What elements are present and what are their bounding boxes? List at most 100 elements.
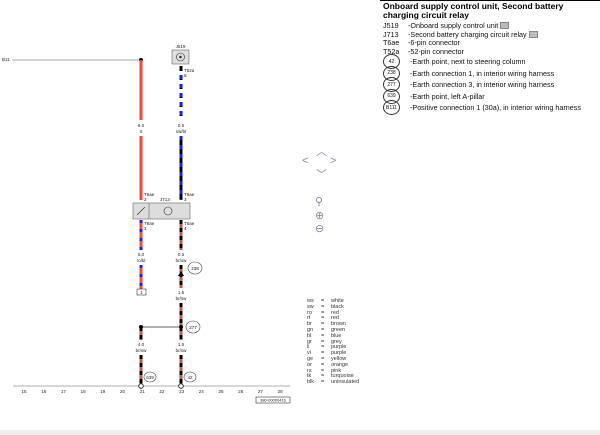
bottom-bar [0,430,600,435]
j713-box [132,202,191,220]
svg-text:0.5: 0.5 [178,123,185,128]
ruler-number: 28 [278,389,284,394]
legend-text: -52-pin connector [408,46,464,56]
current-track-ruler: 15 16 17 18 19 20 21 22 23 24 25 26 27 28 [21,389,283,394]
legend-code: J713 [383,29,399,39]
legend-item: J713 -Second battery charging circuit rel… [383,30,538,39]
j519-label: J519 [176,44,186,49]
pan-down-button[interactable]: ﹀ [316,169,327,181]
legend-text: -6-pin connector [408,38,460,47]
svg-text:1.5: 1.5 [178,290,185,295]
svg-text:br/sw: br/sw [136,348,148,353]
svg-text:ro/bl: ro/bl [137,258,146,263]
j713-label: J713 [160,197,170,202]
legend-title: Onboard supply control unit, Second batt… [383,1,564,20]
t52a-pin: 8 [184,73,187,78]
colour-code-row: li = purple [307,344,347,351]
ruler-number: 21 [140,389,146,394]
legend-code: J519 [383,21,399,30]
svg-text:639: 639 [146,375,154,380]
colour-code-row: tk = turquoise [307,373,354,380]
relay-switch-symbol [136,206,146,216]
arrow-up-icon [178,271,184,276]
left-stub-label: B11 [2,57,10,62]
svg-text:T6ae: T6ae [144,221,155,226]
colour-code-row: rs = pink [307,367,342,374]
colour-code-row: gn = green [307,327,346,333]
legend-text: -Earth point, left A-pillar [410,91,485,101]
ruler-number: 22 [159,389,165,394]
legend-item: T6ae -6-pin connector [383,38,460,47]
svg-text:3: 3 [184,197,187,202]
earth-238-circle [187,261,203,275]
camera-icon[interactable] [528,30,538,38]
diagram-stamp [255,396,291,404]
relay-coil-symbol [163,206,173,216]
legend-item: J519 -Onboard supply control unit [383,21,510,30]
svg-text:br/sw: br/sw [176,296,188,301]
earth-277-circle [185,320,201,334]
pan-up-button[interactable]: ︿ [316,146,327,158]
pan-left-button[interactable]: < [302,155,309,167]
colour-code-row: br = brown [307,321,346,328]
svg-text:1.5: 1.5 [178,342,185,347]
ruler-number: 23 [179,389,185,394]
wire-colour: rt [140,129,143,134]
earth-42-circle [183,371,197,383]
zoom-out-icon[interactable]: ⊖ [315,223,325,235]
legend-text: -Earth connection 3, in interior wiring … [410,80,555,89]
ruler-number: 19 [100,389,106,394]
legend-text: -Earth point, next to steering column [410,57,526,66]
ruler-number: 18 [81,389,87,394]
zoom-in-icon[interactable]: ⊕ [315,210,325,222]
colour-code-row: blk = uninsulated [307,379,360,386]
svg-text:1: 1 [144,226,147,231]
legend-text: -Onboard supply control unit [408,21,499,30]
svg-text:br/sw: br/sw [176,258,188,263]
legend-earth-item: B111 -Positive connection 1 (30a), in int… [383,100,581,115]
colour-code-row: or = orange [307,361,349,368]
j519-symbol [176,52,185,62]
earth-symbol: B111 [383,100,400,115]
colour-code-row: rt = red [307,315,339,322]
svg-text:2: 2 [144,197,147,202]
colour-code-row: ws = white [307,298,344,304]
ruler-number: 17 [61,389,67,394]
camera-icon[interactable] [500,22,510,29]
svg-text:T6ae: T6ae [144,192,155,197]
legend-text: -Earth connection 1, in interior wiring … [410,68,555,78]
legend-text: -Positive connection 1 (30a), in interio… [410,103,581,112]
zoom-fit-icon[interactable]: ⚲ [315,196,324,208]
svg-text:4: 4 [184,226,187,231]
ruler-number: 15 [21,389,27,394]
svg-text:380-00000416: 380-00000416 [260,398,287,403]
legend-item: T52a -52-pin connector [383,47,464,56]
ruler-number: 25 [218,389,224,394]
ruler-number: 16 [41,389,47,394]
wire-size: 6.0 [138,123,145,128]
top-rule [380,0,600,1]
colour-code-row: sw = black [307,303,344,310]
earth-639-circle [143,371,157,383]
svg-text:1: 1 [140,290,143,295]
svg-text:42: 42 [187,375,193,380]
colour-code-row: ge = yellow [307,356,347,362]
connector-box [136,288,147,296]
legend-text: -Second battery charging circuit relay [408,29,527,39]
svg-text:sw/bl: sw/bl [176,129,186,134]
svg-text:6.0: 6.0 [138,252,145,257]
colour-code-row: vi = purple [307,350,347,357]
svg-text:T6ae: T6ae [184,192,195,197]
colour-code-row: gr = grey [307,338,342,345]
t52a-label: T52a [184,68,195,73]
svg-text:T6ae: T6ae [184,221,195,226]
colour-code-row: ro = red [307,309,339,316]
svg-text:238: 238 [191,266,199,271]
svg-text:0.5: 0.5 [178,252,185,257]
legend-code: T6ae [383,38,400,47]
legend-code: T52a [383,46,400,56]
svg-text:4.0: 4.0 [138,342,145,347]
svg-text:br/sw: br/sw [176,348,188,353]
pan-right-button[interactable]: > [330,155,337,167]
